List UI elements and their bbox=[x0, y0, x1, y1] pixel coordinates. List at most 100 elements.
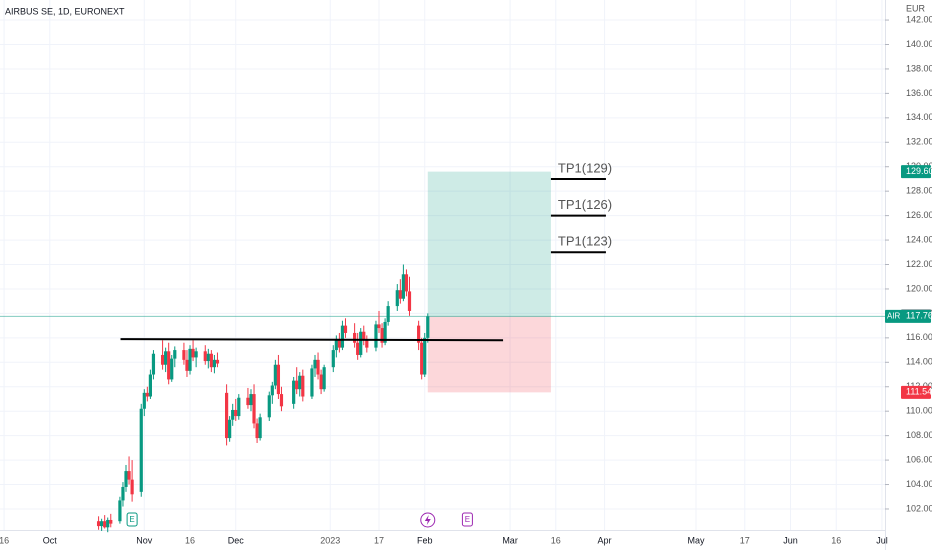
candle-body bbox=[100, 521, 104, 527]
candle-body bbox=[130, 479, 134, 495]
candle-body bbox=[164, 351, 168, 365]
event-label: E bbox=[129, 515, 134, 524]
candle-body bbox=[365, 340, 369, 348]
candle-body bbox=[423, 337, 427, 375]
grid bbox=[0, 0, 885, 530]
x-tick-label: 2023 bbox=[320, 535, 340, 545]
price-label: 129.60 bbox=[906, 166, 932, 176]
candle-body bbox=[234, 409, 238, 417]
candle-body bbox=[139, 408, 143, 492]
candle-body bbox=[212, 359, 217, 368]
x-tick-label: Nov bbox=[136, 535, 153, 545]
event-icon bbox=[461, 512, 473, 527]
candle-body bbox=[188, 348, 192, 371]
y-tick-label: 116.00 bbox=[906, 332, 932, 342]
candle-body bbox=[142, 392, 146, 409]
candle-body bbox=[398, 290, 402, 299]
candle-body bbox=[292, 380, 296, 404]
candle-body bbox=[215, 359, 220, 364]
candle-body bbox=[319, 374, 323, 390]
candle-body bbox=[124, 471, 128, 487]
x-tick-label: Jul bbox=[876, 535, 888, 545]
candle-body bbox=[252, 394, 256, 424]
x-tick-label: Jun bbox=[783, 535, 798, 545]
candle-body bbox=[167, 351, 171, 380]
y-tick-label: 142.00 bbox=[906, 14, 932, 24]
candle-body bbox=[295, 380, 299, 390]
y-tick-label: 108.00 bbox=[906, 430, 932, 440]
event-glyph bbox=[424, 515, 431, 525]
x-tick-label: 17 bbox=[740, 535, 750, 545]
x-tick-label: 17 bbox=[374, 535, 384, 545]
candle-body bbox=[298, 375, 302, 390]
y-tick-label: 124.00 bbox=[906, 234, 932, 244]
tp-label: TP1(129) bbox=[558, 160, 612, 175]
candle-body bbox=[383, 321, 387, 343]
candle-body bbox=[237, 397, 241, 417]
y-tick-label: 128.00 bbox=[906, 186, 932, 196]
y-tick-label: 110.00 bbox=[906, 406, 932, 416]
candle-body bbox=[127, 471, 131, 480]
candle-body bbox=[404, 274, 409, 292]
candle-body bbox=[420, 342, 424, 375]
candle-body bbox=[109, 519, 113, 524]
y-tick-label: 126.00 bbox=[906, 210, 932, 220]
candle-body bbox=[395, 290, 399, 307]
plot: TP1(129) TP1(126) TP1(123) bbox=[0, 160, 885, 533]
price-label-box bbox=[901, 385, 931, 399]
candle-body bbox=[173, 350, 177, 359]
x-tick-label: May bbox=[688, 535, 706, 545]
price-label-box bbox=[901, 165, 931, 179]
candle-body bbox=[148, 374, 152, 397]
y-tick-label: 122.00 bbox=[906, 259, 932, 269]
candle-body bbox=[249, 394, 253, 406]
candle-body bbox=[203, 351, 207, 362]
candle-body bbox=[316, 359, 320, 375]
x-tick-label: 16 bbox=[831, 535, 841, 545]
candle-body bbox=[343, 325, 348, 333]
candle-body bbox=[353, 332, 357, 343]
x-tick-label: Feb bbox=[417, 535, 433, 545]
candle-body bbox=[145, 392, 149, 397]
y-tick-label: 104.00 bbox=[906, 479, 932, 489]
x-tick-label: 16 bbox=[0, 535, 9, 545]
candle-body bbox=[340, 325, 345, 348]
x-tick-label: 16 bbox=[551, 535, 561, 545]
candle-body bbox=[231, 409, 235, 420]
price-label-symbol: AIR bbox=[887, 311, 901, 320]
candle-body bbox=[374, 324, 378, 348]
candle-body bbox=[301, 375, 305, 397]
candle-body bbox=[209, 353, 213, 368]
candle-body bbox=[273, 364, 277, 386]
y-tick-label: 102.00 bbox=[906, 503, 932, 513]
candle-body bbox=[246, 397, 250, 406]
candle-body bbox=[206, 353, 210, 362]
profit-zone bbox=[427, 171, 551, 317]
candle-body bbox=[103, 521, 107, 528]
y-tick-label: 114.00 bbox=[906, 357, 932, 367]
loss-zone bbox=[427, 316, 551, 393]
candle-body bbox=[377, 324, 381, 329]
candle-body bbox=[356, 342, 360, 355]
candle-body bbox=[337, 340, 341, 348]
candle-body bbox=[255, 423, 259, 439]
candle-body bbox=[267, 395, 271, 418]
x-tick-label: Oct bbox=[43, 535, 58, 545]
candle-body bbox=[362, 331, 366, 341]
candle-body bbox=[185, 359, 189, 371]
price-label-box bbox=[885, 309, 931, 323]
candle-body bbox=[96, 521, 101, 527]
y-tick-label: 120.00 bbox=[906, 283, 932, 293]
candle-body bbox=[279, 394, 284, 407]
candle-body bbox=[121, 486, 125, 501]
candle-body bbox=[182, 350, 186, 360]
y-tick-label: 140.00 bbox=[906, 39, 932, 49]
candle-body bbox=[359, 331, 363, 355]
chart-title: AIRBUS SE, 1D, EURONEXT bbox=[5, 6, 125, 16]
candle-body bbox=[118, 500, 122, 522]
candle-body bbox=[417, 325, 421, 343]
candle-body bbox=[151, 353, 156, 375]
event-icon bbox=[126, 512, 138, 527]
y-tick-label: 106.00 bbox=[906, 454, 932, 464]
